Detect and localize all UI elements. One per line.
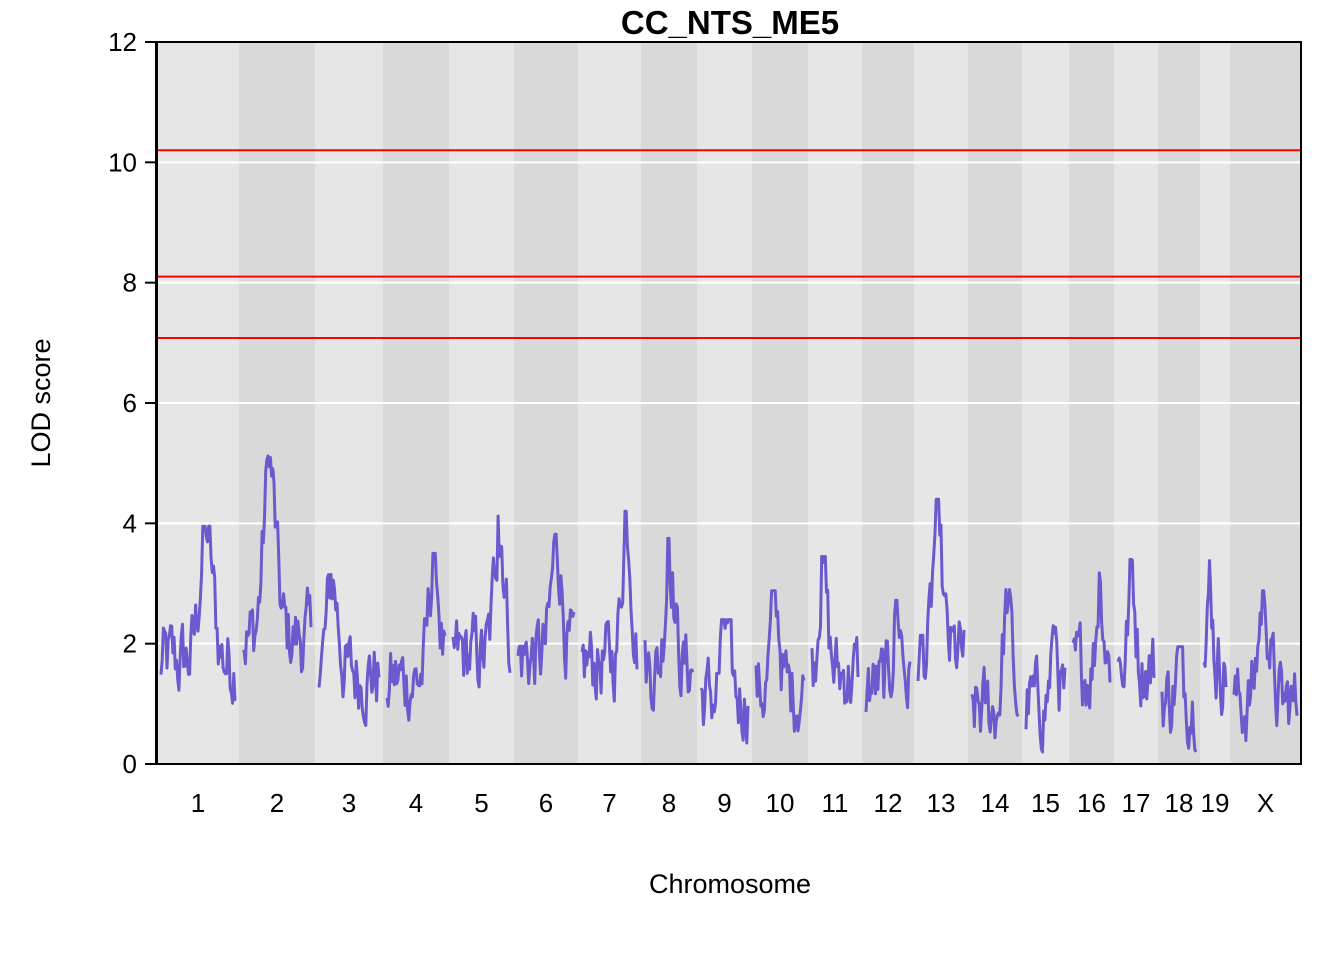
x-tick-label: 8	[662, 788, 676, 818]
y-tick-label: 6	[123, 388, 137, 418]
lod-line-chr-9	[699, 618, 750, 745]
x-axis-title: Chromosome	[649, 869, 811, 899]
x-tick-label: 6	[539, 788, 553, 818]
lod-line-chr-1	[159, 524, 237, 705]
lod-line-chr-14	[970, 588, 1020, 740]
lod-line-chr-17	[1116, 557, 1156, 708]
lod-line-chr-2	[241, 454, 313, 674]
lod-line-chr-13	[916, 497, 966, 682]
x-tick-label: 19	[1201, 788, 1230, 818]
lod-line-chr-5	[451, 514, 512, 689]
y-tick-label: 12	[108, 27, 137, 57]
y-axis-title: LOD score	[26, 338, 56, 467]
x-tick-label: 3	[342, 788, 356, 818]
lod-line-chr-X	[1232, 589, 1299, 742]
threshold-lines	[157, 149, 1301, 340]
y-tick-label: 0	[123, 749, 137, 779]
x-tick-label: 11	[822, 788, 849, 818]
lod-line-chr-3	[317, 573, 381, 727]
y-tick-label: 10	[108, 147, 137, 177]
x-tick-label: X	[1257, 788, 1274, 818]
x-tick-label: 4	[409, 788, 423, 818]
x-tick-label: 18	[1165, 788, 1194, 818]
lod-line-chr-18	[1160, 645, 1198, 753]
x-tick-label: 13	[927, 788, 956, 818]
x-tick-label: 14	[981, 788, 1010, 818]
x-tick-label: 16	[1077, 788, 1106, 818]
x-tick-label: 1	[191, 788, 205, 818]
x-tick-label: 2	[270, 788, 284, 818]
x-axis: 1 2 3 4 5 6 7 8 9 10 11 12 13 14 15 16 17 18 19 X	[191, 788, 1274, 818]
lod-line-chr-4	[385, 551, 447, 722]
lod-line-chr-11	[810, 554, 860, 705]
lod-line-chr-6	[516, 532, 576, 685]
y-axis: 0 2 4 6 8 10 12	[108, 27, 157, 779]
lod-line-chr-19	[1202, 559, 1228, 716]
x-tick-label: 7	[602, 788, 616, 818]
x-tick-label: 17	[1122, 788, 1151, 818]
chart-title: CC_NTS_ME5	[621, 4, 839, 41]
x-tick-label: 15	[1031, 788, 1060, 818]
lod-line-chr-7	[580, 509, 639, 703]
x-tick-label: 5	[474, 788, 488, 818]
x-tick-label: 9	[717, 788, 731, 818]
lod-line-chr-15	[1024, 624, 1067, 754]
lod-line-chr-8	[643, 536, 695, 712]
y-tick-label: 2	[123, 629, 137, 659]
y-tick-label: 8	[123, 268, 137, 298]
lod-line-chr-10	[754, 589, 806, 733]
x-tick-label: 10	[766, 788, 795, 818]
lod-line-chr-12	[864, 598, 912, 712]
x-tick-label: 12	[874, 788, 903, 818]
y-tick-label: 4	[123, 508, 137, 538]
lod-series	[159, 454, 1299, 754]
lod-line-chr-16	[1071, 571, 1112, 710]
